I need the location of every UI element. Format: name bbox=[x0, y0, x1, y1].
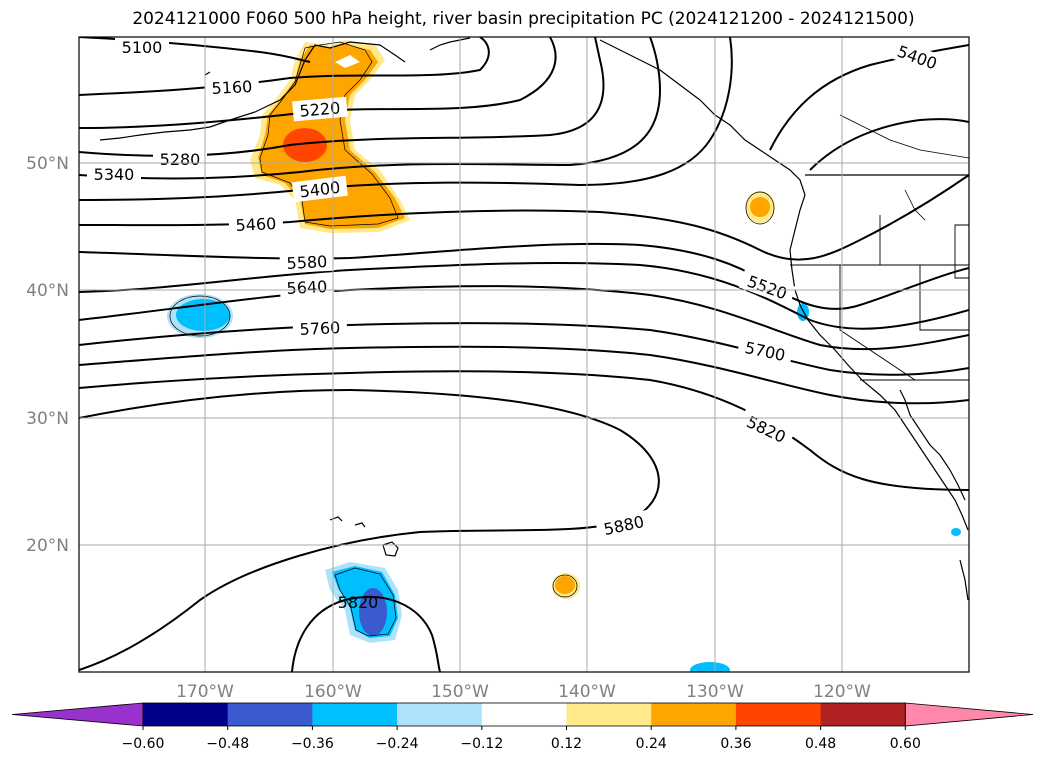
contour-label: 5400 bbox=[299, 178, 342, 202]
colorbar-tick-label: 0.24 bbox=[636, 736, 667, 752]
positive-anomaly-nw-core bbox=[750, 197, 770, 217]
colorbar-segment bbox=[651, 703, 737, 726]
colorbar-tick-label: −0.60 bbox=[122, 736, 165, 752]
positive-anomaly-small-south-core bbox=[555, 576, 575, 594]
lon-label: 150°W bbox=[431, 682, 489, 702]
colorbar-tick-label: 0.60 bbox=[890, 736, 921, 752]
colorbar-segment bbox=[312, 703, 398, 726]
colorbar-segment bbox=[566, 703, 652, 726]
plot-frame bbox=[78, 36, 970, 673]
contour-label: 5820 bbox=[338, 593, 379, 612]
contour-5520 bbox=[79, 242, 969, 310]
colorbar-extend-high bbox=[904, 702, 1034, 727]
colorbar-tick-label: −0.36 bbox=[291, 736, 334, 752]
contour-label: 5580 bbox=[286, 252, 328, 273]
colorbar-tick-label: 0.36 bbox=[720, 736, 751, 752]
lon-label: 170°W bbox=[176, 682, 234, 702]
contour-label: 5220 bbox=[299, 98, 341, 120]
contour-5400a bbox=[79, 37, 733, 201]
colorbar-tick-label: −0.24 bbox=[376, 736, 419, 752]
contour-label: 5280 bbox=[160, 150, 201, 169]
colorbar-tick-label: −0.48 bbox=[206, 736, 249, 752]
latitude-labels: 50°N 40°N 30°N 20°N bbox=[26, 154, 69, 556]
lon-label: 160°W bbox=[304, 682, 362, 702]
colorbar-tick-label: 0.12 bbox=[551, 736, 582, 752]
negative-anomaly-south-strong bbox=[359, 588, 387, 636]
contour-5400-ne bbox=[769, 44, 969, 151]
negative-anomaly-mexico bbox=[951, 528, 961, 536]
lat-label: 50°N bbox=[26, 154, 69, 174]
colorbar-segment bbox=[397, 703, 483, 726]
precip-shading bbox=[167, 40, 961, 672]
shading-outlines bbox=[169, 41, 775, 637]
colorbar-tick-label: 0.48 bbox=[805, 736, 836, 752]
lat-label: 40°N bbox=[26, 281, 69, 301]
contour-label: 5100 bbox=[122, 38, 163, 57]
contour-label: 5160 bbox=[211, 77, 253, 98]
colorbar-frame bbox=[142, 702, 906, 727]
contour-label: 5640 bbox=[286, 277, 328, 298]
lat-label: 20°N bbox=[26, 536, 69, 556]
lon-label: 120°W bbox=[813, 682, 871, 702]
colorbar-segment bbox=[820, 703, 906, 726]
contour-label: 5340 bbox=[94, 165, 135, 184]
longitude-labels: 170°W 160°W 150°W 140°W 130°W 120°W bbox=[176, 682, 871, 702]
contour-5460-ne bbox=[809, 118, 969, 171]
contour-5820 bbox=[79, 370, 969, 491]
contour-5760 bbox=[79, 345, 969, 405]
lat-label: 30°N bbox=[26, 409, 69, 429]
colorbar-tick-label: −0.12 bbox=[460, 736, 503, 752]
map-title: 2024121000 F060 500 hPa height, river ba… bbox=[132, 9, 915, 29]
contour-5160 bbox=[79, 37, 490, 96]
white-gap bbox=[335, 55, 360, 68]
contour-5220 bbox=[79, 37, 557, 129]
colorbar-segment bbox=[227, 703, 313, 726]
colorbar-segment bbox=[735, 703, 822, 726]
colorbar-segment bbox=[481, 703, 567, 726]
contour-5820-south bbox=[291, 595, 441, 672]
strong-anomaly-spot bbox=[283, 128, 327, 162]
lon-label: 140°W bbox=[558, 682, 616, 702]
colorbar-segment bbox=[143, 703, 229, 726]
gridlines bbox=[79, 37, 969, 672]
colorbar: −0.60 −0.48 −0.36 −0.24 −0.12 0.12 0.24 0.36 0.4… bbox=[11, 702, 1034, 752]
contour-5580 bbox=[79, 261, 969, 330]
contour-label: 5460 bbox=[235, 214, 277, 235]
colorbar-extend-low bbox=[11, 702, 144, 727]
contour-label: 5760 bbox=[299, 318, 341, 339]
negative-anomaly-bottom bbox=[690, 662, 730, 672]
lon-label: 130°W bbox=[686, 682, 744, 702]
contour-5340 bbox=[79, 37, 662, 180]
contour-5700 bbox=[79, 322, 969, 376]
